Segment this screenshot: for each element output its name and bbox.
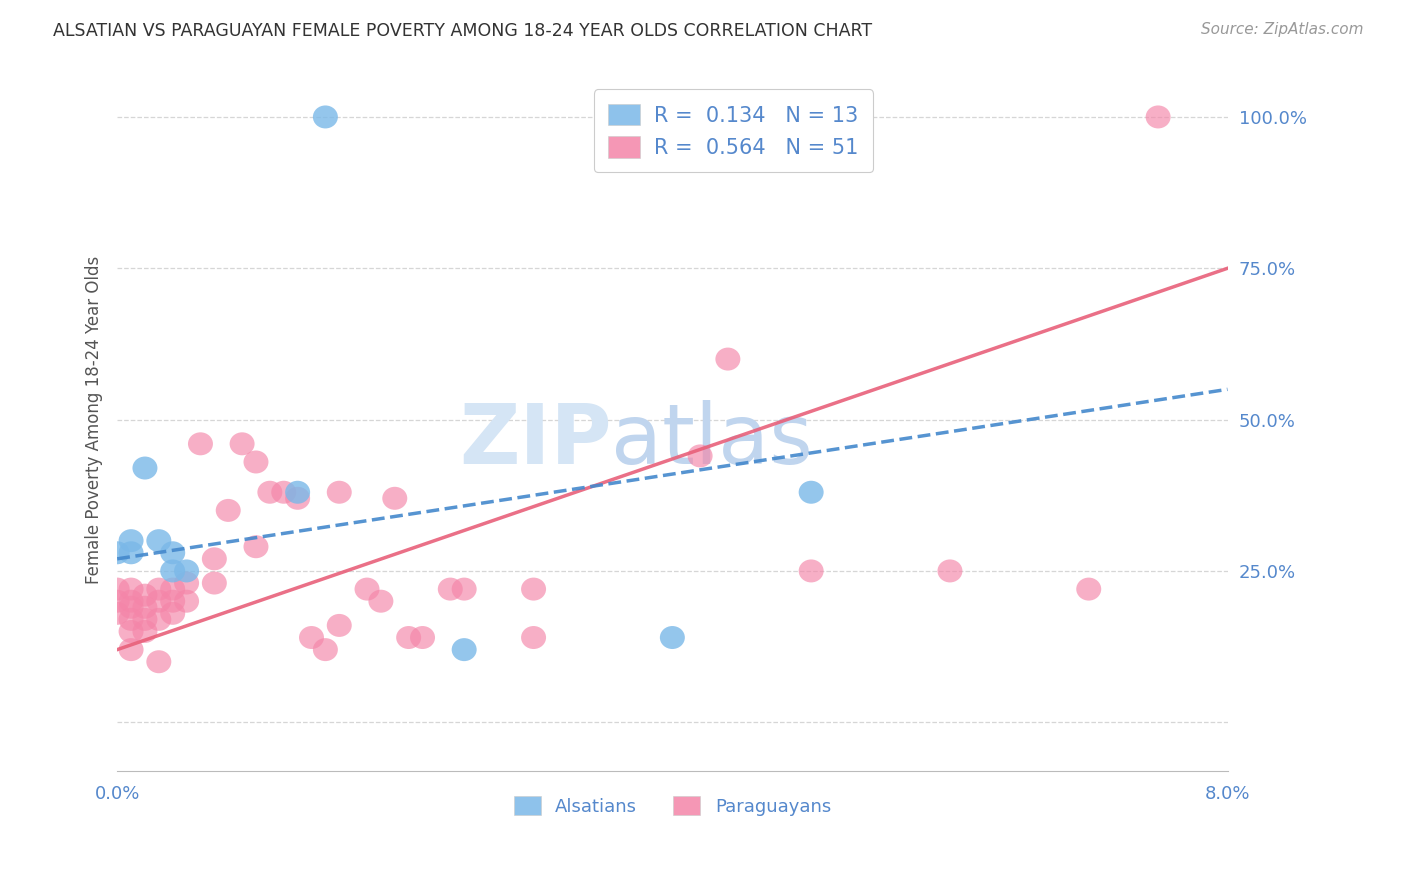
Text: atlas: atlas: [612, 401, 813, 481]
Ellipse shape: [1076, 578, 1101, 600]
Ellipse shape: [522, 578, 546, 600]
Ellipse shape: [1146, 105, 1171, 128]
Ellipse shape: [174, 559, 200, 582]
Ellipse shape: [326, 614, 352, 637]
Ellipse shape: [118, 596, 143, 619]
Ellipse shape: [174, 590, 200, 613]
Text: ALSATIAN VS PARAGUAYAN FEMALE POVERTY AMONG 18-24 YEAR OLDS CORRELATION CHART: ALSATIAN VS PARAGUAYAN FEMALE POVERTY AM…: [53, 22, 873, 40]
Ellipse shape: [118, 541, 143, 565]
Ellipse shape: [146, 529, 172, 552]
Ellipse shape: [160, 590, 186, 613]
Ellipse shape: [799, 481, 824, 504]
Ellipse shape: [451, 578, 477, 600]
Ellipse shape: [132, 596, 157, 619]
Ellipse shape: [104, 590, 129, 613]
Ellipse shape: [451, 638, 477, 661]
Ellipse shape: [188, 433, 212, 455]
Ellipse shape: [160, 578, 186, 600]
Ellipse shape: [285, 481, 311, 504]
Ellipse shape: [132, 620, 157, 643]
Ellipse shape: [326, 481, 352, 504]
Legend: Alsatians, Paraguayans: Alsatians, Paraguayans: [505, 788, 841, 825]
Ellipse shape: [202, 572, 226, 595]
Ellipse shape: [243, 535, 269, 558]
Text: ZIP: ZIP: [458, 401, 612, 481]
Ellipse shape: [104, 602, 129, 624]
Ellipse shape: [396, 626, 422, 649]
Ellipse shape: [160, 541, 186, 565]
Ellipse shape: [146, 607, 172, 631]
Ellipse shape: [118, 607, 143, 631]
Ellipse shape: [688, 444, 713, 467]
Text: Source: ZipAtlas.com: Source: ZipAtlas.com: [1201, 22, 1364, 37]
Ellipse shape: [160, 602, 186, 624]
Ellipse shape: [229, 433, 254, 455]
Y-axis label: Female Poverty Among 18-24 Year Olds: Female Poverty Among 18-24 Year Olds: [86, 255, 103, 583]
Ellipse shape: [104, 578, 129, 600]
Ellipse shape: [132, 607, 157, 631]
Ellipse shape: [285, 487, 311, 510]
Ellipse shape: [299, 626, 323, 649]
Ellipse shape: [257, 481, 283, 504]
Ellipse shape: [354, 578, 380, 600]
Ellipse shape: [215, 499, 240, 522]
Ellipse shape: [382, 487, 408, 510]
Ellipse shape: [411, 626, 434, 649]
Ellipse shape: [368, 590, 394, 613]
Ellipse shape: [437, 578, 463, 600]
Ellipse shape: [118, 578, 143, 600]
Ellipse shape: [314, 105, 337, 128]
Ellipse shape: [716, 348, 741, 370]
Ellipse shape: [659, 626, 685, 649]
Ellipse shape: [118, 590, 143, 613]
Ellipse shape: [118, 620, 143, 643]
Ellipse shape: [202, 548, 226, 570]
Ellipse shape: [118, 638, 143, 661]
Ellipse shape: [271, 481, 297, 504]
Ellipse shape: [799, 559, 824, 582]
Ellipse shape: [174, 572, 200, 595]
Ellipse shape: [146, 650, 172, 673]
Ellipse shape: [118, 529, 143, 552]
Ellipse shape: [314, 638, 337, 661]
Ellipse shape: [104, 541, 129, 565]
Ellipse shape: [938, 559, 963, 582]
Ellipse shape: [132, 583, 157, 607]
Ellipse shape: [160, 559, 186, 582]
Ellipse shape: [146, 590, 172, 613]
Ellipse shape: [146, 578, 172, 600]
Ellipse shape: [522, 626, 546, 649]
Ellipse shape: [243, 450, 269, 474]
Ellipse shape: [132, 457, 157, 480]
